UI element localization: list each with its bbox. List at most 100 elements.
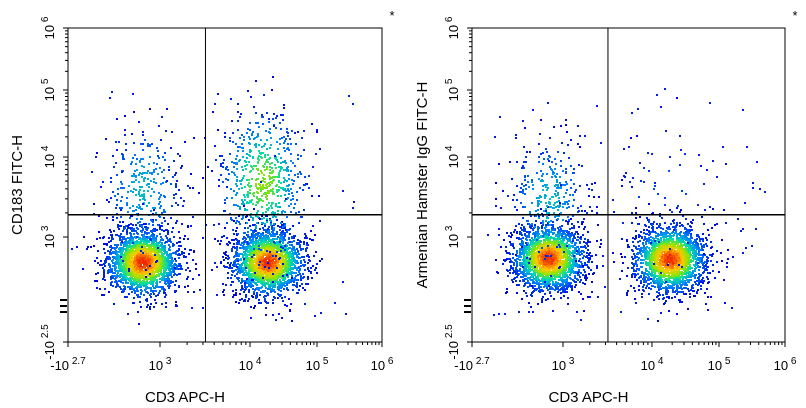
event-dot bbox=[222, 181, 224, 183]
event-dot bbox=[266, 243, 268, 245]
event-dot bbox=[250, 229, 252, 231]
event-dot bbox=[250, 252, 252, 254]
event-dot bbox=[237, 268, 239, 270]
event-dot bbox=[125, 245, 127, 247]
event-dot bbox=[110, 249, 112, 251]
event-dot bbox=[141, 271, 143, 273]
event-dot bbox=[300, 265, 302, 267]
event-dot bbox=[140, 255, 142, 257]
event-dot bbox=[150, 269, 152, 271]
event-dot bbox=[282, 161, 284, 163]
event-dot bbox=[143, 257, 145, 259]
event-dot bbox=[221, 236, 223, 238]
event-dot bbox=[137, 296, 139, 298]
event-dot bbox=[152, 285, 154, 287]
event-dot bbox=[256, 262, 258, 264]
event-dot bbox=[163, 265, 165, 267]
event-dot bbox=[284, 256, 286, 258]
event-dot bbox=[265, 283, 267, 285]
event-dot bbox=[244, 196, 246, 198]
event-dot bbox=[110, 276, 112, 278]
event-dot bbox=[100, 260, 102, 262]
event-dot bbox=[134, 292, 136, 294]
event-dot bbox=[159, 233, 161, 235]
event-dot bbox=[171, 257, 173, 259]
event-dot bbox=[256, 292, 258, 294]
event-dot bbox=[284, 150, 286, 152]
event-dot bbox=[238, 240, 240, 242]
event-dot bbox=[293, 240, 295, 242]
event-dot bbox=[113, 247, 115, 249]
event-dot bbox=[183, 252, 185, 254]
event-dot bbox=[275, 244, 277, 246]
event-dot bbox=[269, 239, 271, 241]
event-dot bbox=[129, 227, 131, 229]
event-dot bbox=[260, 247, 262, 249]
event-dot bbox=[223, 259, 225, 261]
event-dot bbox=[123, 237, 125, 239]
event-dot bbox=[270, 290, 272, 292]
event-dot bbox=[154, 259, 156, 261]
event-dot bbox=[167, 280, 169, 282]
event-dot bbox=[181, 268, 183, 270]
event-dot bbox=[250, 241, 252, 243]
event-dot bbox=[245, 296, 247, 298]
event-dot bbox=[131, 288, 133, 290]
event-dot bbox=[290, 303, 292, 305]
event-dot bbox=[272, 314, 274, 316]
event-dot bbox=[145, 226, 147, 228]
event-dot bbox=[267, 265, 269, 267]
event-dot bbox=[120, 247, 122, 249]
event-dot bbox=[143, 265, 145, 267]
event-dot bbox=[286, 249, 288, 251]
event-dot bbox=[149, 281, 151, 283]
event-dot bbox=[109, 264, 111, 266]
event-dot bbox=[277, 283, 279, 285]
event-dot bbox=[247, 90, 249, 92]
event-dot bbox=[238, 253, 240, 255]
event-dot bbox=[273, 251, 275, 253]
event-dot bbox=[288, 178, 290, 180]
event-dot bbox=[248, 275, 250, 277]
event-dot bbox=[237, 205, 239, 207]
event-dot bbox=[315, 153, 317, 155]
event-dot bbox=[166, 258, 168, 260]
event-dot bbox=[252, 240, 254, 242]
event-dot bbox=[96, 257, 98, 259]
event-dot bbox=[142, 248, 144, 250]
event-dot bbox=[255, 239, 257, 241]
event-dot bbox=[283, 142, 285, 144]
event-dot bbox=[252, 217, 254, 219]
event-dot bbox=[286, 284, 288, 286]
event-dot bbox=[265, 307, 267, 309]
event-dot bbox=[314, 234, 316, 236]
event-dot bbox=[283, 181, 285, 183]
event-dot bbox=[247, 281, 249, 283]
event-dot bbox=[244, 269, 246, 271]
event-dot bbox=[97, 250, 99, 252]
event-dot bbox=[248, 254, 250, 256]
event-dot bbox=[222, 162, 224, 164]
event-dot bbox=[282, 251, 284, 253]
event-dot bbox=[141, 234, 143, 236]
event-dot bbox=[154, 244, 156, 246]
event-dot bbox=[152, 281, 154, 283]
event-dot bbox=[233, 246, 235, 248]
event-dot bbox=[247, 227, 249, 229]
event-dot bbox=[219, 155, 221, 157]
event-dot bbox=[296, 282, 298, 284]
event-dot bbox=[167, 239, 169, 241]
event-dot bbox=[164, 281, 166, 283]
event-dot bbox=[235, 183, 237, 185]
event-dot bbox=[126, 233, 128, 235]
event-dot bbox=[288, 266, 290, 268]
event-dot bbox=[124, 288, 126, 290]
event-dot bbox=[241, 187, 243, 189]
event-dot bbox=[104, 265, 106, 267]
event-dot bbox=[267, 209, 269, 211]
event-dot bbox=[288, 149, 290, 151]
event-dot bbox=[122, 282, 124, 284]
event-dot bbox=[284, 194, 286, 196]
event-dot bbox=[258, 250, 260, 252]
event-dot bbox=[138, 242, 140, 244]
